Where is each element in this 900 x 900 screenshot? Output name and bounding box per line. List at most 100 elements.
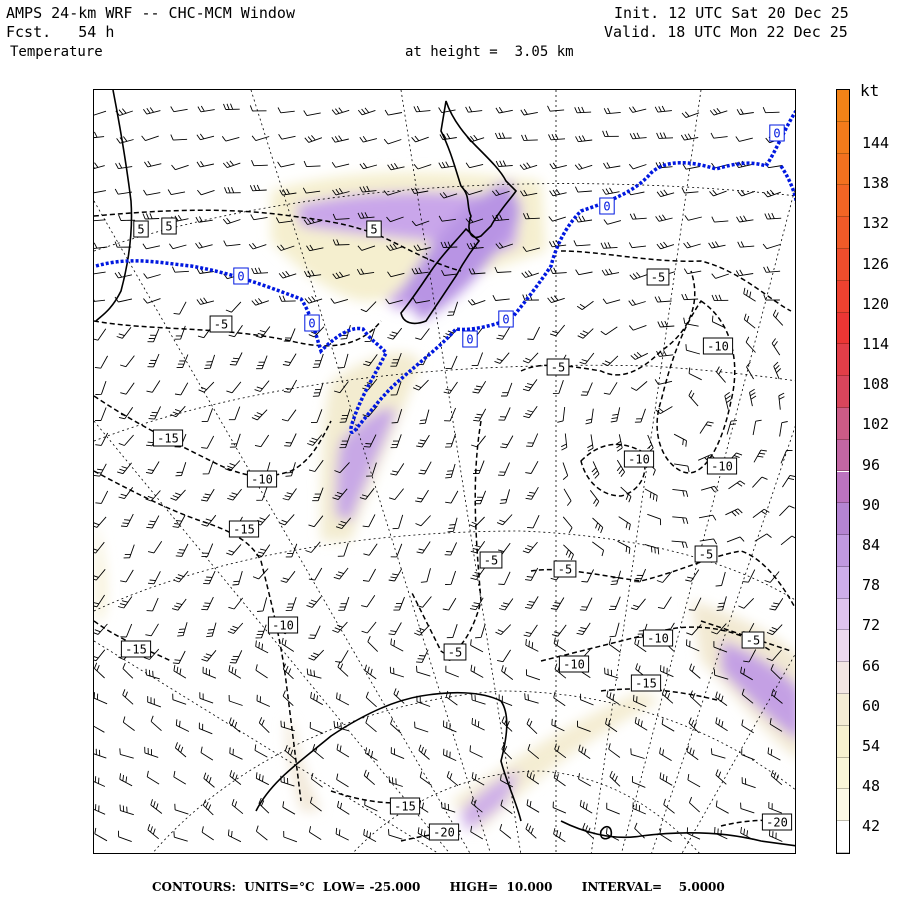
wind-barb: [647, 513, 662, 526]
wind-barb: [94, 804, 106, 815]
wind-barb: [579, 799, 593, 814]
wind-barb: [605, 717, 618, 733]
wind-barb: [310, 691, 324, 706]
wind-barb: [630, 351, 648, 360]
wind-barb: [228, 597, 244, 610]
wind-barb: [174, 803, 189, 815]
wind-barb: [413, 379, 429, 391]
wind-barb: [413, 164, 432, 170]
wind-barb: [609, 770, 621, 787]
contour-label-box: [389, 797, 421, 815]
contour-label-box: [133, 220, 149, 238]
wind-barb: [362, 514, 376, 528]
meridian: [681, 653, 795, 853]
wind-barb: [308, 649, 325, 661]
wind-barb: [582, 822, 594, 839]
parallel: [152, 690, 795, 853]
wind-barb: [592, 541, 605, 557]
wind-barb: [772, 309, 784, 326]
wind-barb: [469, 597, 484, 611]
wind-barb: [114, 241, 132, 248]
wind-barb: [587, 434, 594, 452]
wind-barb: [332, 488, 348, 501]
wind-barb: [713, 641, 728, 653]
wind-barb: [752, 419, 762, 436]
contour-label-box: [304, 314, 320, 332]
wind-barb: [331, 135, 349, 143]
contour-label-box: [769, 124, 785, 142]
wind-barb: [779, 505, 795, 517]
wind-barb: [410, 187, 429, 194]
wind-barb: [616, 459, 625, 477]
wind-barb: [688, 717, 700, 734]
wind-barb: [145, 623, 159, 637]
wind-barb: [745, 336, 756, 353]
wind-barb: [527, 743, 540, 760]
contour-label: -10: [251, 473, 273, 487]
wind-barb: [385, 298, 403, 305]
wind-barb: [147, 353, 160, 368]
wind-barb: [661, 688, 674, 704]
wind-barb: [491, 189, 510, 197]
wind-barb: [525, 460, 539, 474]
wind-barb: [117, 462, 132, 475]
wind-barb: [332, 621, 348, 633]
wind-barb: [145, 490, 161, 502]
wind-barb: [94, 748, 107, 759]
wind-barb: [445, 665, 459, 678]
wind-barb: [411, 267, 429, 275]
wind-barb: [364, 664, 377, 680]
parallel: [94, 364, 795, 442]
wind-barb: [390, 747, 405, 760]
wind-barb: [441, 801, 456, 813]
wind-barb: [223, 240, 241, 247]
wind-barb: [473, 408, 487, 422]
wind-barb: [308, 515, 324, 528]
wind-barb: [551, 718, 565, 732]
colorbar-tick-label: 78: [862, 576, 881, 595]
wind-barb: [339, 434, 351, 449]
colorbar-cell: [837, 757, 849, 790]
contour-label-box: [428, 823, 460, 841]
wind-barb: [592, 517, 604, 534]
wind-barb: [115, 162, 133, 170]
wind-barb: [285, 597, 297, 612]
wind-barb: [333, 381, 349, 394]
wind-barb: [173, 664, 187, 679]
wind-barb: [574, 186, 592, 193]
wind-barb: [548, 216, 566, 222]
wind-barb: [251, 160, 268, 167]
wind-barb: [631, 776, 646, 788]
wind-barb: [116, 327, 132, 339]
contour-label-box: [443, 643, 467, 661]
wind-barb: [575, 269, 593, 276]
contour-label-box: [553, 560, 577, 578]
colorbar-cell: [837, 153, 849, 186]
wind-barb: [444, 542, 458, 556]
contour-label: -5: [746, 634, 760, 648]
wind-barb: [615, 434, 623, 452]
coastline-antarctica: [255, 691, 522, 822]
wind-barb: [390, 463, 405, 476]
wind-barb: [688, 796, 701, 813]
contour-label: -20: [766, 816, 788, 830]
wind-barb: [336, 743, 350, 758]
wind-barb: [332, 213, 350, 220]
wind-barb: [767, 747, 781, 761]
wind-barb: [617, 540, 631, 554]
wind-barb: [201, 650, 217, 662]
wind-barb: [659, 747, 672, 761]
contour-minus10: [580, 443, 646, 497]
wind-barb: [674, 463, 690, 473]
wind-barb: [603, 162, 621, 169]
wind-barb: [550, 597, 565, 610]
wind-barb: [387, 163, 405, 171]
wind-barb: [420, 568, 431, 583]
wind-barb: [762, 243, 781, 250]
wind-barb: [336, 692, 350, 706]
wind-barb: [585, 408, 594, 425]
jet-band-southwest: [286, 721, 321, 811]
wind-barb: [411, 135, 429, 143]
wind-barb: [95, 380, 107, 395]
wind-barb: [770, 769, 783, 786]
